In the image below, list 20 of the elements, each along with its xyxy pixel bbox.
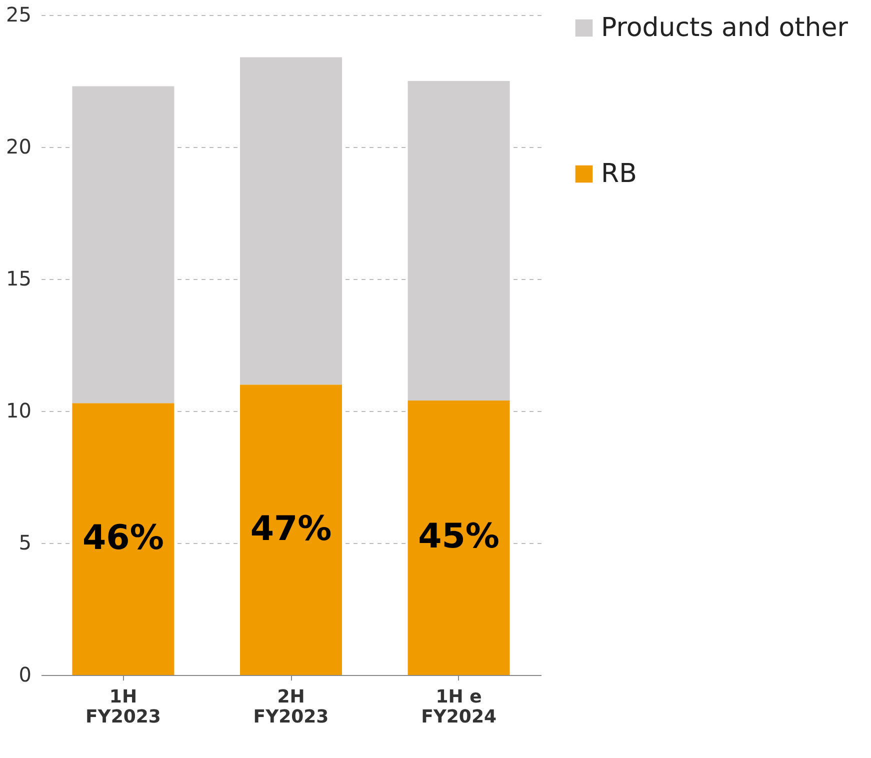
annotation: 47% [250,508,332,549]
y-tick-label: 20 [6,134,32,158]
y-tick-label: 5 [18,530,32,554]
bar [72,403,174,675]
bar [72,86,174,404]
x-tick-label: 1H FY2023 [85,686,161,728]
bar [240,384,342,675]
x-tick-label: 1H e FY2024 [421,686,497,728]
y-tick-label: 25 [6,2,32,26]
y-tick-label: 15 [6,266,32,290]
bar [240,57,342,385]
legend-label: RB [601,159,637,189]
y-tick-label: 0 [18,662,32,686]
legend-label: Products and other [601,13,848,43]
annotation: 45% [418,516,500,557]
x-tick-label: 2H FY2023 [253,686,329,728]
bar [408,81,510,400]
y-tick-label: 10 [6,398,32,422]
bar [408,400,510,675]
annotation: 46% [82,518,164,558]
